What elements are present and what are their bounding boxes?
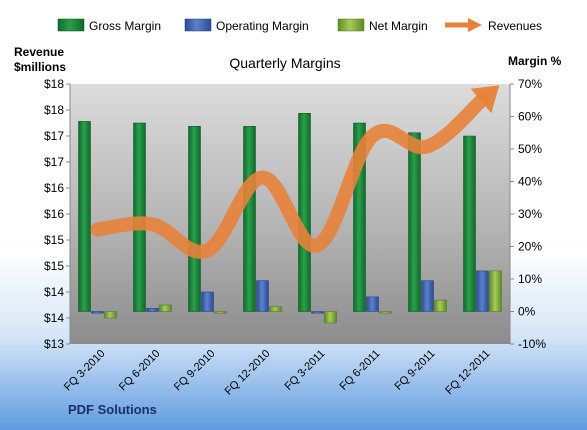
legend-swatch-net-margin <box>337 18 365 32</box>
revenue-arrowhead <box>470 85 500 114</box>
category-labels: FQ 3-2010 FQ 6-2010 FQ 9-2010 FQ 12-2010 FQ … <box>62 348 493 398</box>
right-tick-label: 50% <box>518 142 542 156</box>
left-tick-label: $14 <box>44 285 64 299</box>
company-name: PDF Solutions <box>68 402 157 417</box>
gross-margin-bar <box>298 113 311 312</box>
operating-margin-bar <box>366 296 379 312</box>
right-tick-label: 40% <box>518 175 542 189</box>
legend-label-operating-margin: Operating Margin <box>216 19 309 33</box>
operating-margin-bar <box>146 308 159 312</box>
net-margin-bar <box>159 304 172 312</box>
legend-label-revenues: Revenues <box>488 19 542 33</box>
right-tick-label: -10% <box>518 337 546 351</box>
left-axis-label-line-1: Revenue <box>14 45 64 59</box>
legend: Gross Margin Operating Margin Net Margin… <box>57 18 542 33</box>
right-tick-label: 30% <box>518 207 542 221</box>
legend-swatch-gross-margin <box>57 18 85 32</box>
legend-item-gross-margin: Gross Margin <box>57 18 161 33</box>
gross-margin-bar <box>243 126 256 312</box>
operating-margin-bar <box>256 280 269 312</box>
category-label: FQ 3-2011 <box>283 348 328 393</box>
gross-margin-bar <box>408 132 421 312</box>
operating-margin-bar <box>421 280 434 312</box>
left-tick-label: $15 <box>44 233 64 247</box>
net-margin-bar <box>489 270 502 312</box>
net-margin-bar <box>269 306 282 312</box>
legend-arrow-icon <box>468 18 482 32</box>
chart-title: Quarterly Margins <box>229 55 340 71</box>
right-tick-label: 60% <box>518 110 542 124</box>
operating-margin-bar <box>91 311 104 314</box>
legend-swatch-operating-margin <box>184 18 212 32</box>
net-margin-bar <box>379 311 392 314</box>
category-label: FQ 6-2010 <box>117 348 163 394</box>
left-axis-ticks: $13 $14 $14 $15 $15 $16 $16 $17 $17 $18 $18 <box>44 77 70 351</box>
category-label: FQ 12-2011 <box>443 348 492 397</box>
net-margin-bar <box>324 311 337 324</box>
category-label: FQ 9-2011 <box>393 348 438 393</box>
legend-label-net-margin: Net Margin <box>369 19 428 33</box>
gross-margin-bar <box>463 135 476 312</box>
left-tick-label: $16 <box>44 181 64 195</box>
operating-margin-bar <box>311 311 324 314</box>
right-tick-label: 10% <box>518 272 542 286</box>
legend-label-gross-margin: Gross Margin <box>89 19 161 33</box>
net-margin-bar <box>434 299 447 312</box>
legend-item-net-margin: Net Margin <box>337 18 428 33</box>
left-tick-label: $16 <box>44 207 64 221</box>
left-tick-label: $17 <box>44 155 64 169</box>
right-tick-label: 20% <box>518 240 542 254</box>
right-axis-ticks: -10% 0% 10% 20% 30% 40% 50% 60% 70% <box>510 77 546 351</box>
right-tick-label: 0% <box>518 305 536 319</box>
category-label: FQ 12-2010 <box>223 348 273 398</box>
left-tick-label: $15 <box>44 259 64 273</box>
net-margin-bar <box>214 311 227 314</box>
right-tick-label: 70% <box>518 77 542 91</box>
bar-series <box>78 113 502 324</box>
left-tick-label: $17 <box>44 129 64 143</box>
left-tick-label: $18 <box>44 103 64 117</box>
operating-margin-bar <box>476 270 489 312</box>
left-tick-label: $18 <box>44 77 64 91</box>
revenue-line-series <box>90 85 500 259</box>
left-tick-label: $14 <box>44 311 64 325</box>
legend-item-revenues: Revenues <box>445 18 542 33</box>
operating-margin-bar <box>201 291 214 312</box>
net-margin-bar <box>104 311 117 319</box>
gross-margin-bar <box>78 121 91 312</box>
right-axis-label: Margin % <box>508 54 562 68</box>
left-axis-label-line-2: $millions <box>14 60 66 74</box>
category-label: FQ 9-2010 <box>172 348 218 394</box>
legend-item-operating-margin: Operating Margin <box>184 18 309 33</box>
revenue-line <box>90 92 490 259</box>
gross-margin-bar <box>188 126 201 312</box>
category-label: FQ 6-2011 <box>338 348 383 393</box>
category-label: FQ 3-2010 <box>62 348 108 394</box>
left-tick-label: $13 <box>44 337 64 351</box>
